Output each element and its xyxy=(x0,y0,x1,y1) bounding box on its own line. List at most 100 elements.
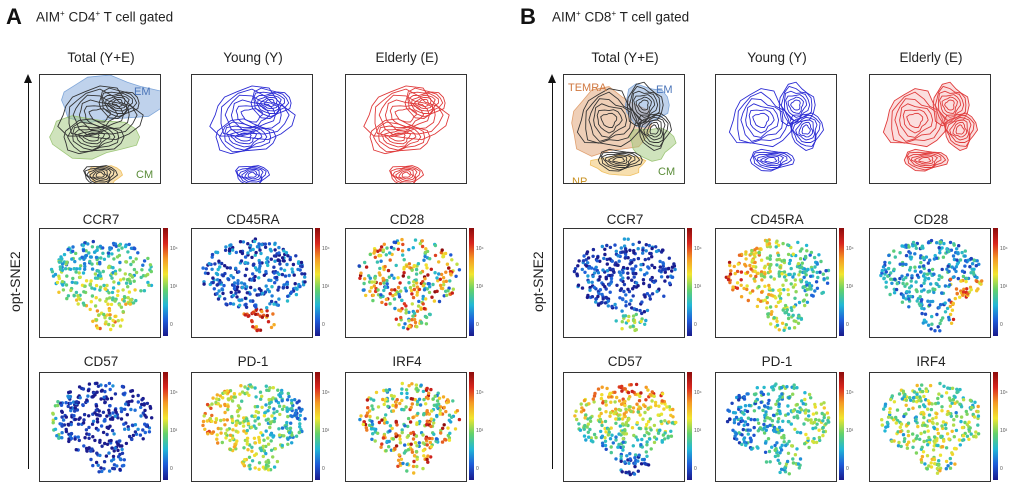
cell-point xyxy=(625,454,629,458)
cell-point xyxy=(111,296,115,300)
cell-point xyxy=(911,240,916,245)
cell-point xyxy=(128,256,133,260)
cell-point xyxy=(956,252,960,256)
gate-label-np: NP xyxy=(572,176,587,183)
cell-point xyxy=(275,303,279,307)
cell-point xyxy=(633,464,637,469)
cell-point xyxy=(584,438,588,442)
cell-point xyxy=(882,276,886,280)
cell-point xyxy=(93,438,97,443)
cell-point xyxy=(413,320,418,325)
cell-point xyxy=(644,385,648,389)
cell-point xyxy=(889,397,893,402)
b-subplot-title-7: PD-1 xyxy=(761,354,793,369)
density-contour xyxy=(787,96,804,114)
a-subplot-1 xyxy=(191,74,313,184)
cell-point xyxy=(763,441,768,445)
cell-point xyxy=(900,300,905,304)
cell-point xyxy=(424,315,429,320)
cell-point xyxy=(239,281,244,285)
cell-point xyxy=(106,302,110,306)
cell-point xyxy=(795,386,799,390)
cell-point xyxy=(415,422,419,427)
cell-point xyxy=(223,410,227,415)
cell-point xyxy=(955,414,959,418)
cell-point xyxy=(783,466,787,470)
cell-point xyxy=(205,419,209,423)
cell-point xyxy=(791,461,796,465)
cell-point xyxy=(778,394,782,399)
cell-point xyxy=(894,287,899,292)
cell-point xyxy=(785,385,789,389)
cell-point xyxy=(126,427,131,431)
b-subplot-title-3: CCR7 xyxy=(606,212,644,227)
cell-point xyxy=(416,262,421,266)
cell-point xyxy=(111,466,115,471)
density-contour xyxy=(752,112,770,128)
cell-point xyxy=(422,454,426,458)
cell-point xyxy=(282,434,286,438)
cell-point xyxy=(446,426,450,430)
cell-point xyxy=(424,322,429,326)
cell-point xyxy=(289,290,294,294)
cell-point xyxy=(920,383,924,387)
density-contour xyxy=(408,93,439,114)
cell-point xyxy=(287,431,292,435)
cell-point xyxy=(958,258,963,262)
cell-point xyxy=(228,251,232,255)
cell-point xyxy=(82,303,86,307)
cell-point xyxy=(975,275,979,280)
cell-point xyxy=(89,300,93,304)
cell-point xyxy=(105,442,110,446)
cell-point xyxy=(267,405,272,409)
cell-point xyxy=(102,257,107,261)
cell-point xyxy=(60,257,64,261)
cell-point xyxy=(115,464,119,468)
cell-point xyxy=(425,409,429,413)
cell-point xyxy=(206,271,210,276)
cell-point xyxy=(629,409,633,414)
cell-point xyxy=(951,254,956,258)
cell-point xyxy=(252,262,256,266)
cell-point xyxy=(900,274,904,278)
cell-point xyxy=(731,288,735,292)
cell-point xyxy=(273,447,278,451)
cell-point xyxy=(768,254,773,258)
b-subplot-title-0: Total (Y+E) xyxy=(591,50,659,65)
cell-point xyxy=(767,242,772,246)
density-contour xyxy=(378,125,422,151)
cell-point xyxy=(253,312,258,316)
cell-point xyxy=(428,285,432,289)
cell-point xyxy=(955,258,959,262)
density-contour xyxy=(215,118,277,155)
cell-point xyxy=(766,416,770,420)
cell-point xyxy=(285,282,290,286)
cell-point xyxy=(943,284,948,288)
cell-point xyxy=(402,451,407,455)
cell-point xyxy=(931,421,935,425)
cell-point xyxy=(250,319,254,324)
cell-point xyxy=(814,411,819,415)
cell-point xyxy=(77,438,81,443)
cell-point xyxy=(129,246,134,250)
cell-point xyxy=(272,465,277,469)
cell-point xyxy=(926,299,930,303)
cell-point xyxy=(87,414,91,418)
cell-point xyxy=(107,469,112,473)
cell-point xyxy=(86,242,90,246)
cell-point xyxy=(245,436,250,440)
colorbar-tick-label: 0 xyxy=(694,322,697,328)
cell-point xyxy=(610,259,614,263)
cell-point xyxy=(596,294,600,299)
cell-point xyxy=(674,420,678,425)
cell-point xyxy=(81,271,86,275)
cell-point xyxy=(71,249,75,253)
cell-point xyxy=(392,394,396,398)
cell-point xyxy=(390,288,394,292)
cell-point xyxy=(107,411,112,415)
cell-point xyxy=(420,244,425,249)
cell-point xyxy=(430,436,434,441)
cell-point xyxy=(807,392,812,397)
cell-point xyxy=(898,425,902,429)
